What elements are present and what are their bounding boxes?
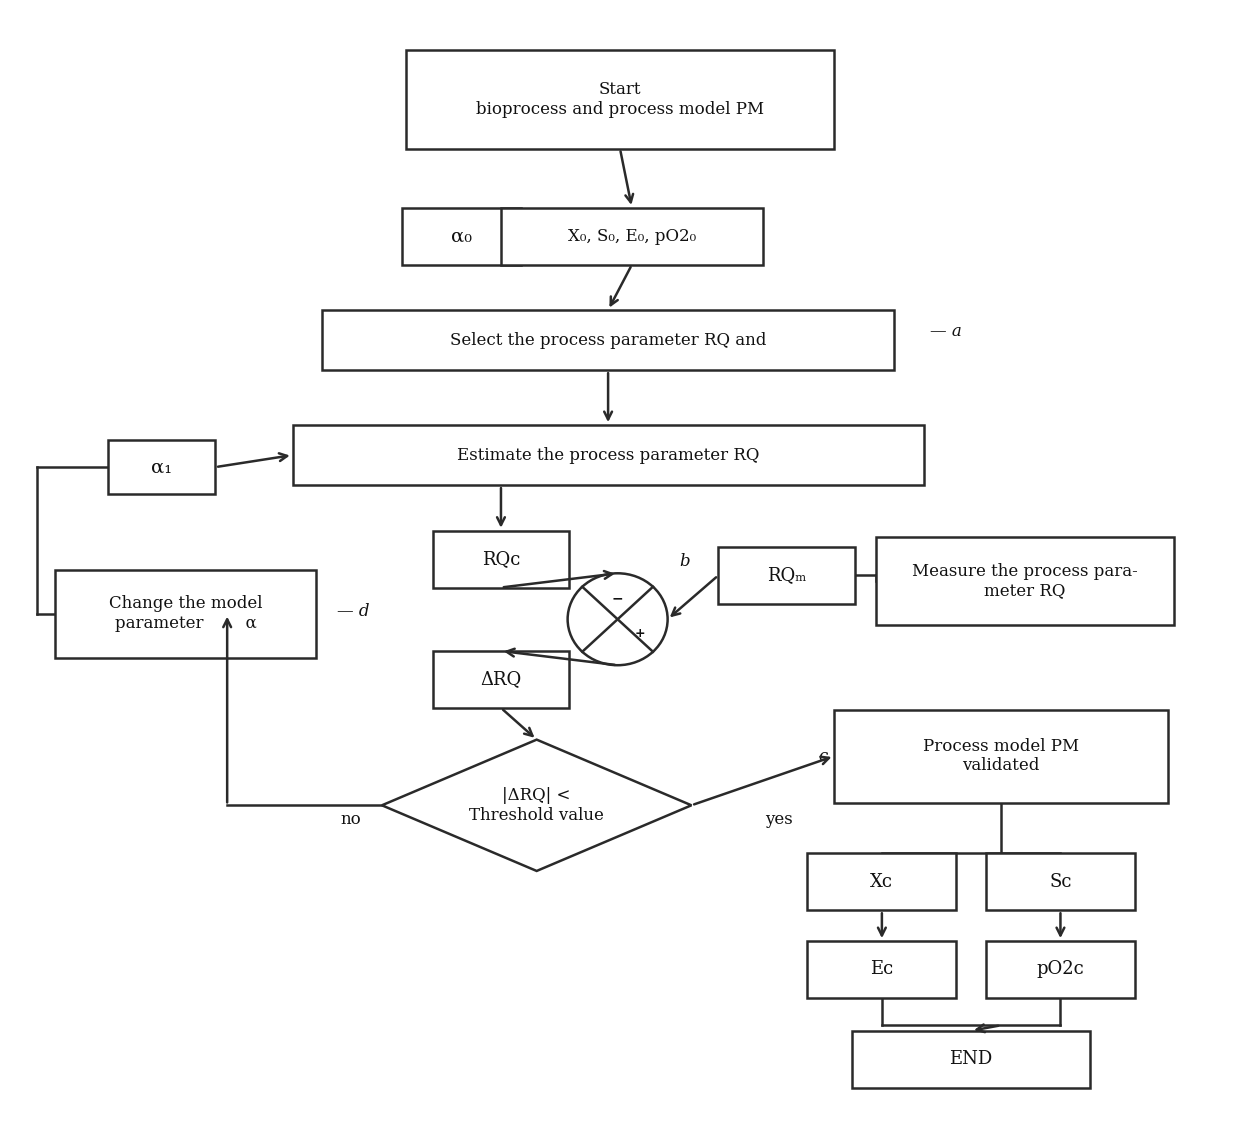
FancyBboxPatch shape	[433, 651, 569, 708]
Text: pO2ᴄ: pO2ᴄ	[1037, 961, 1084, 978]
FancyBboxPatch shape	[433, 530, 569, 587]
Text: ΔRQ: ΔRQ	[480, 670, 522, 689]
Text: −: −	[611, 592, 624, 605]
FancyBboxPatch shape	[875, 537, 1173, 625]
Text: Change the model
parameter        α: Change the model parameter α	[109, 595, 262, 632]
Text: yes: yes	[765, 811, 792, 828]
Circle shape	[568, 573, 667, 666]
Text: Estimate the process parameter RQ: Estimate the process parameter RQ	[456, 447, 759, 464]
Text: Select the process parameter RQ and: Select the process parameter RQ and	[450, 332, 766, 349]
Text: X₀, S₀, E₀, pO2₀: X₀, S₀, E₀, pO2₀	[568, 228, 696, 245]
FancyBboxPatch shape	[807, 854, 956, 911]
FancyBboxPatch shape	[402, 207, 521, 264]
FancyBboxPatch shape	[55, 570, 316, 658]
Text: Eᴄ: Eᴄ	[870, 961, 894, 978]
Text: — d: — d	[337, 603, 370, 620]
Text: Xᴄ: Xᴄ	[870, 873, 893, 890]
FancyBboxPatch shape	[405, 50, 835, 148]
FancyBboxPatch shape	[807, 940, 956, 998]
FancyBboxPatch shape	[718, 547, 856, 604]
Text: RQᴄ: RQᴄ	[482, 551, 520, 568]
Text: Sᴄ: Sᴄ	[1049, 873, 1071, 890]
FancyBboxPatch shape	[852, 1031, 1090, 1088]
FancyBboxPatch shape	[108, 440, 216, 495]
FancyBboxPatch shape	[322, 310, 894, 370]
Text: α₁: α₁	[151, 458, 172, 477]
Text: RQₘ: RQₘ	[768, 567, 806, 585]
Text: b: b	[680, 553, 691, 570]
Text: Measure the process para-
meter RQ: Measure the process para- meter RQ	[911, 563, 1137, 600]
Text: — a: — a	[930, 323, 961, 340]
Text: no: no	[340, 811, 361, 828]
Text: |ΔRQ| <
Threshold value: |ΔRQ| < Threshold value	[469, 787, 604, 823]
FancyBboxPatch shape	[986, 854, 1135, 911]
FancyBboxPatch shape	[501, 207, 763, 264]
Text: Start
bioprocess and process model PM: Start bioprocess and process model PM	[476, 81, 764, 117]
Text: END: END	[950, 1050, 993, 1068]
Polygon shape	[382, 740, 692, 871]
Text: α₀: α₀	[451, 227, 472, 245]
Text: +: +	[635, 627, 646, 640]
Text: c: c	[818, 748, 828, 765]
FancyBboxPatch shape	[293, 425, 924, 486]
FancyBboxPatch shape	[986, 940, 1135, 998]
Text: Process model PM
validated: Process model PM validated	[923, 738, 1079, 774]
FancyBboxPatch shape	[835, 709, 1168, 803]
